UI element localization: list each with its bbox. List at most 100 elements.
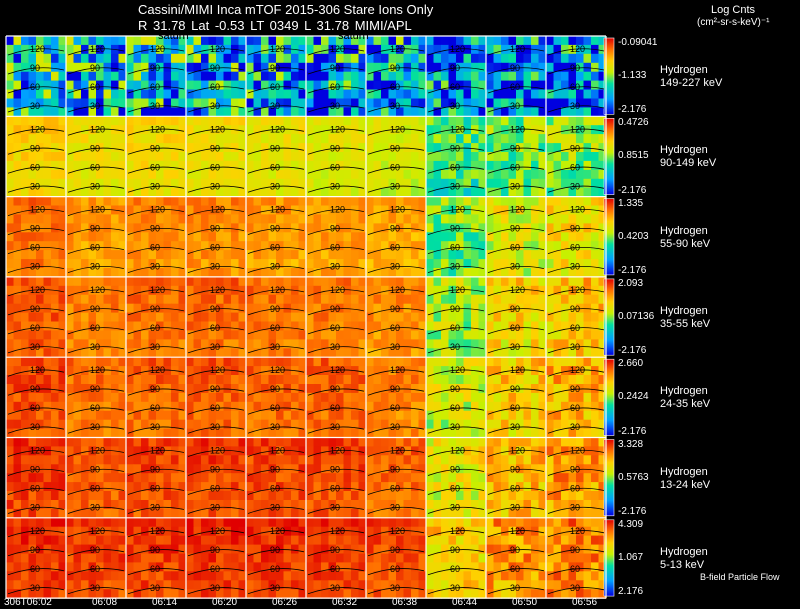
heatmap-cell: [426, 491, 435, 501]
heatmap-cell: [546, 107, 555, 117]
heatmap-cell: [43, 80, 52, 91]
heatmap-panel: [246, 36, 307, 117]
heatmap-cell: [28, 482, 37, 492]
heatmap-cell: [171, 232, 180, 242]
heatmap-cell: [553, 250, 562, 260]
heatmap-cell: [148, 517, 157, 528]
heatmap-cell: [156, 508, 165, 519]
heatmap-cell: [156, 294, 165, 305]
heatmap-cell: [141, 223, 150, 233]
heatmap-cell: [73, 357, 82, 367]
heatmap-cell: [13, 241, 22, 251]
heatmap-cell: [358, 348, 367, 358]
heatmap-cell: [508, 375, 517, 385]
heatmap-cell: [576, 348, 585, 358]
heatmap-cell: [118, 455, 127, 465]
heatmap-cell: [351, 589, 360, 599]
heatmap-cell: [223, 517, 232, 528]
heatmap-cell: [583, 169, 592, 180]
heatmap-cell: [291, 214, 300, 224]
heatmap-cell: [268, 312, 277, 323]
heatmap-cell: [426, 482, 435, 492]
heatmap-cell: [36, 446, 45, 456]
heatmap-cell: [561, 71, 570, 82]
heatmap-cell: [51, 169, 60, 180]
heatmap-cell: [463, 401, 472, 412]
heatmap-cell: [478, 152, 487, 162]
heatmap-cell: [111, 348, 120, 358]
heatmap-cell: [43, 268, 52, 278]
heatmap-cell: [171, 375, 180, 385]
heatmap-cell: [96, 312, 105, 323]
heatmap-cell: [216, 232, 225, 242]
heatmap-cell: [478, 169, 487, 180]
heatmap-cell: [328, 178, 337, 189]
heatmap-cell: [103, 241, 112, 251]
heatmap-cell: [351, 428, 360, 439]
heatmap-cell: [261, 348, 270, 358]
heatmap-cell: [6, 357, 15, 367]
colorbar: [603, 278, 615, 356]
heatmap-cell: [336, 357, 345, 367]
heatmap-cell: [126, 339, 135, 349]
heatmap-cell: [141, 276, 150, 287]
heatmap-cell: [418, 339, 427, 349]
heatmap-cell: [523, 437, 532, 447]
heatmap-cell: [328, 401, 337, 412]
heatmap-cell: [403, 392, 412, 403]
heatmap-cell: [598, 455, 607, 465]
heatmap-cell: [141, 169, 150, 180]
heatmap-cell: [508, 134, 517, 144]
heatmap-cell: [238, 500, 247, 510]
heatmap-cell: [433, 223, 442, 233]
heatmap-cell: [253, 375, 262, 385]
heatmap-cell: [268, 160, 277, 171]
heatmap-cell: [43, 116, 52, 126]
heatmap-cell: [591, 473, 600, 483]
heatmap-cell: [456, 375, 465, 385]
heatmap-cell: [66, 196, 75, 207]
heatmap-cell: [546, 357, 555, 367]
heatmap-cell: [156, 152, 165, 162]
heatmap-cell: [141, 348, 150, 358]
heatmap-cell: [523, 134, 532, 144]
heatmap-cell: [111, 455, 120, 465]
heatmap-cell: [561, 107, 570, 117]
heatmap-cell: [546, 214, 555, 224]
heatmap-cell: [561, 357, 570, 367]
heatmap-cell: [441, 44, 450, 55]
heatmap-cell: [238, 276, 247, 287]
heatmap-cell: [456, 116, 465, 126]
heatmap-cell: [13, 196, 22, 207]
heatmap-cell: [253, 544, 262, 555]
heatmap-cell: [366, 169, 375, 180]
heatmap-panel: [126, 517, 187, 599]
heatmap-cell: [463, 241, 472, 251]
heatmap-cell: [156, 98, 165, 108]
heatmap-cell: [163, 482, 172, 492]
heatmap-cell: [268, 348, 277, 358]
heatmap-cell: [6, 80, 15, 91]
heatmap-cell: [456, 107, 465, 117]
heatmap-cell: [88, 589, 97, 599]
heatmap-cell: [433, 428, 442, 439]
heatmap-cell: [111, 580, 120, 590]
heatmap-cell: [538, 152, 547, 162]
heatmap-cell: [306, 312, 315, 323]
heatmap-cell: [208, 464, 217, 474]
heatmap-cell: [283, 250, 292, 260]
heatmap-cell: [388, 134, 397, 144]
heatmap-cell: [433, 553, 442, 563]
heatmap-cell: [306, 437, 315, 447]
heatmap-cell: [58, 339, 67, 349]
heatmap-cell: [321, 384, 330, 394]
heatmap-cell: [568, 410, 577, 421]
heatmap-cell: [28, 419, 37, 430]
heatmap-cell: [306, 116, 315, 126]
heatmap-cell: [553, 205, 562, 215]
heatmap-cell: [261, 241, 270, 251]
heatmap-cell: [186, 401, 195, 412]
heatmap-cell: [366, 214, 375, 224]
heatmap-cell: [366, 312, 375, 323]
heatmap-cell: [6, 205, 15, 215]
